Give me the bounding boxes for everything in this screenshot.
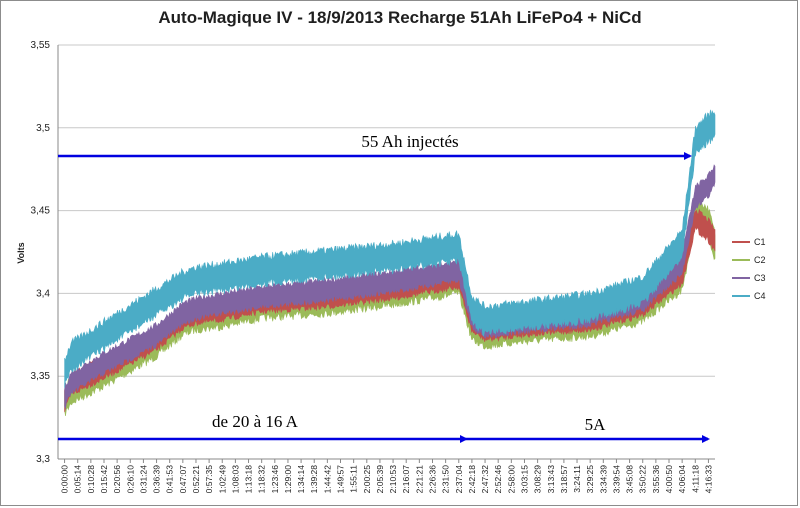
x-tick-label: 4:00:50 <box>664 465 674 494</box>
x-tick-label: 0:47:07 <box>178 465 188 494</box>
x-tick-label: 1:34:14 <box>296 465 306 494</box>
legend: C1 C2 C3 C4 <box>732 237 766 301</box>
series-bands <box>64 109 716 417</box>
x-tick-label: 2:21:21 <box>414 465 424 494</box>
x-tick-label: 1:55:11 <box>349 465 359 493</box>
x-tick-label: 4:11:18 <box>690 465 700 493</box>
x-tick-label: 2:58:00 <box>506 465 516 494</box>
y-tick-label: 3,5 <box>36 123 50 134</box>
x-tick-label: 0:36:39 <box>152 465 162 494</box>
x-tick-label: 1:08:03 <box>230 465 240 494</box>
x-tick-label: 0:31:24 <box>138 465 148 494</box>
legend-label: C4 <box>754 291 766 301</box>
legend-label: C2 <box>754 255 766 265</box>
x-tick-label: 0:41:53 <box>165 465 175 494</box>
x-tick-label: 0:26:10 <box>125 465 135 494</box>
x-tick-label: 3:13:43 <box>546 465 556 494</box>
x-tick-label: 2:42:18 <box>467 465 477 494</box>
x-tick-label: 1:23:46 <box>270 465 280 494</box>
x-tick-label: 3:39:54 <box>611 465 621 494</box>
x-tick-label: 0:52:21 <box>191 465 201 494</box>
series-band-C4 <box>64 109 716 388</box>
annotations: 55 Ah injectés de 20 à 16 A 5A <box>58 132 710 443</box>
x-tick-label: 1:18:32 <box>257 465 267 494</box>
x-tick-label: 1:29:00 <box>283 465 293 494</box>
chart-title: Auto-Magique IV - 18/9/2013 Recharge 51A… <box>158 8 642 27</box>
x-tick-label: 3:24:11 <box>572 465 582 493</box>
y-tick-label: 3,4 <box>36 288 50 299</box>
x-tick-label: 0:10:28 <box>86 465 96 494</box>
x-tick-label: 4:06:04 <box>677 465 687 494</box>
x-tick-label: 1:44:42 <box>322 465 332 494</box>
x-tick-label: 3:45:08 <box>625 465 635 494</box>
x-tick-label: 0:15:42 <box>99 465 109 494</box>
x-tick-label: 3:03:15 <box>519 465 529 494</box>
y-tick-label: 3,35 <box>31 371 51 382</box>
x-tick-label: 2:00:25 <box>362 465 372 494</box>
x-tick-label: 0:57:35 <box>204 465 214 494</box>
x-tick-label: 1:49:57 <box>336 465 346 494</box>
x-tick-label: 2:26:36 <box>427 465 437 494</box>
x-tick-label: 0:00:00 <box>60 465 70 494</box>
y-tick-label: 3,45 <box>31 206 51 217</box>
y-axis-label: Volts <box>16 242 26 263</box>
x-tick-label: 2:37:04 <box>454 465 464 494</box>
x-tick-label: 0:20:56 <box>112 465 122 494</box>
x-tick-label: 1:02:49 <box>217 465 227 494</box>
x-tick-label: 2:47:32 <box>480 465 490 494</box>
x-tick-label: 1:13:18 <box>244 465 254 494</box>
x-tick-label: 0:05:14 <box>73 465 83 494</box>
x-tick-label: 3:50:22 <box>638 465 648 494</box>
y-tick-labels: 3,3 3,35 3,4 3,45 3,5 3,55 <box>31 40 51 465</box>
x-tick-label: 4:16:33 <box>703 465 713 494</box>
x-tick-label: 1:39:28 <box>309 465 319 494</box>
x-tick-label: 3:18:57 <box>559 465 569 494</box>
legend-label: C1 <box>754 237 766 247</box>
annotation-label: 5A <box>585 415 607 434</box>
x-tick-label: 3:29:25 <box>585 465 595 494</box>
annotation-label: de 20 à 16 A <box>212 412 299 431</box>
x-tick-label: 2:10:53 <box>388 465 398 494</box>
y-tick-label: 3,55 <box>31 40 51 51</box>
x-tick-label: 3:34:39 <box>598 465 608 494</box>
x-tick-label: 3:55:36 <box>651 465 661 494</box>
x-tick-label: 2:16:07 <box>401 465 411 494</box>
y-tick-label: 3,3 <box>36 454 50 465</box>
x-tick-label: 2:52:46 <box>493 465 503 494</box>
legend-label: C3 <box>754 273 766 283</box>
x-tick-label: 2:05:39 <box>375 465 385 494</box>
x-tick-label: 3:08:29 <box>533 465 543 494</box>
x-tick-label: 2:31:50 <box>441 465 451 494</box>
annotation-label: 55 Ah injectés <box>361 132 458 151</box>
x-tick-labels: 0:00:00 0:05:14 0:10:28 0:15:42 0:20:56 0:26:… <box>60 459 713 494</box>
